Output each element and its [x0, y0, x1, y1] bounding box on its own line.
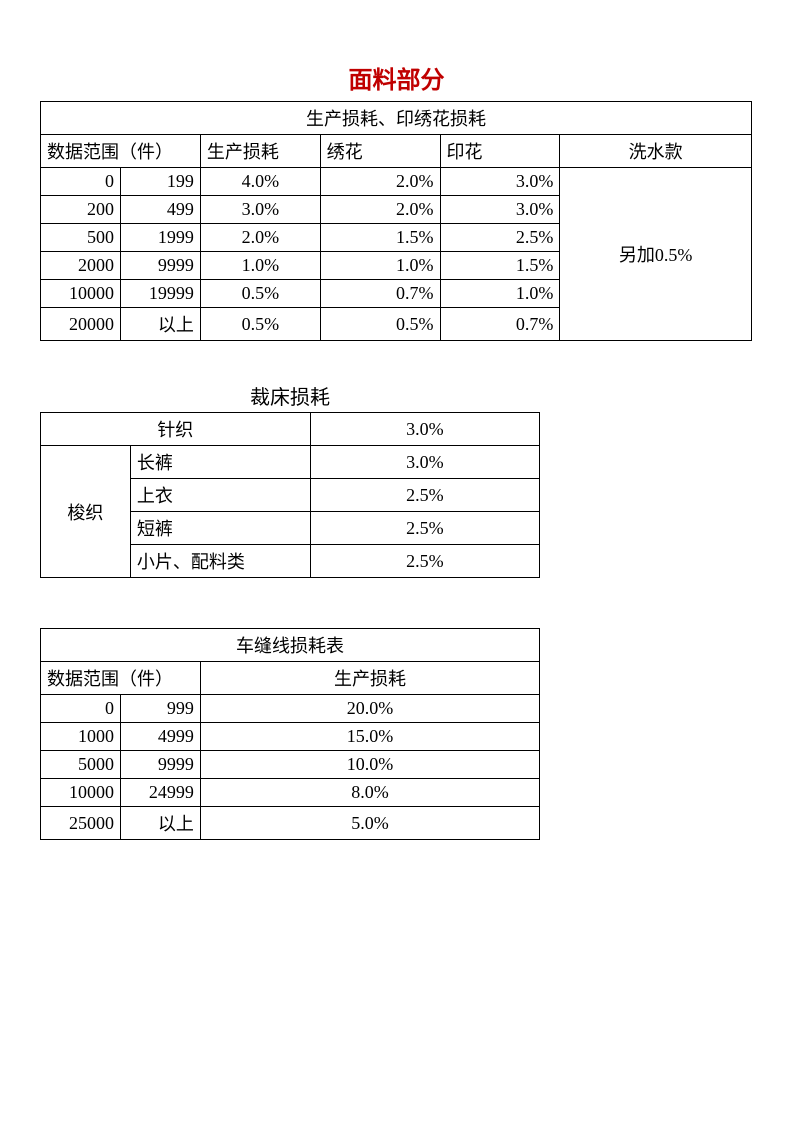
t3-cell: 0 [41, 695, 121, 723]
t3-cell: 4999 [120, 723, 200, 751]
t1-cell: 200 [41, 196, 121, 224]
t3-cell: 10.0% [200, 751, 539, 779]
t1-cell: 3.0% [440, 168, 560, 196]
t1-cell: 0.5% [320, 308, 440, 341]
t1-header-prod: 生产损耗 [200, 135, 320, 168]
t1-header-range: 数据范围（件） [41, 135, 201, 168]
t1-cell: 20000 [41, 308, 121, 341]
t3-cell: 24999 [120, 779, 200, 807]
t2-cell: 2.5% [310, 545, 539, 578]
t1-cell: 以上 [120, 308, 200, 341]
t1-cell: 4.0% [200, 168, 320, 196]
t2-knit-label: 针织 [41, 413, 311, 446]
t1-cell: 0.5% [200, 308, 320, 341]
t1-cell: 499 [120, 196, 200, 224]
table-row: 1000 4999 15.0% [41, 723, 540, 751]
t1-header-main: 生产损耗、印绣花损耗 [41, 102, 752, 135]
t3-cell: 25000 [41, 807, 121, 840]
t3-cell: 5.0% [200, 807, 539, 840]
t2-cell: 2.5% [310, 512, 539, 545]
t1-cell: 2.0% [200, 224, 320, 252]
t1-cell: 2000 [41, 252, 121, 280]
t3-cell: 8.0% [200, 779, 539, 807]
t1-cell: 1.5% [320, 224, 440, 252]
t3-header-main: 车缝线损耗表 [41, 629, 540, 662]
t3-cell: 以上 [120, 807, 200, 840]
t3-cell: 999 [120, 695, 200, 723]
table-row: 针织 3.0% [41, 413, 540, 446]
table-row: 5000 9999 10.0% [41, 751, 540, 779]
table-row: 25000 以上 5.0% [41, 807, 540, 840]
cutting-loss-table: 针织 3.0% 梭织 长裤 3.0% 上衣 2.5% 短裤 2.5% 小片、配料… [40, 412, 540, 578]
t3-cell: 9999 [120, 751, 200, 779]
t1-cell: 1999 [120, 224, 200, 252]
t1-cell: 10000 [41, 280, 121, 308]
t2-cell: 长裤 [130, 446, 310, 479]
t1-cell: 19999 [120, 280, 200, 308]
t1-cell: 1.0% [200, 252, 320, 280]
t1-cell: 0 [41, 168, 121, 196]
t1-cell: 3.0% [200, 196, 320, 224]
t1-cell: 9999 [120, 252, 200, 280]
t1-cell: 1.0% [320, 252, 440, 280]
t1-header-print: 印花 [440, 135, 560, 168]
t1-cell: 1.0% [440, 280, 560, 308]
table-row: 梭织 长裤 3.0% [41, 446, 540, 479]
t1-cell: 500 [41, 224, 121, 252]
table-row: 0 199 4.0% 2.0% 3.0% 另加0.5% [41, 168, 752, 196]
t3-cell: 5000 [41, 751, 121, 779]
page-title: 面料部分 [40, 60, 753, 95]
sewing-thread-loss-table: 车缝线损耗表 数据范围（件） 生产损耗 0 999 20.0% 1000 499… [40, 628, 540, 840]
t3-cell: 10000 [41, 779, 121, 807]
t3-cell: 1000 [41, 723, 121, 751]
t1-cell: 2.0% [320, 168, 440, 196]
t1-cell: 199 [120, 168, 200, 196]
t2-knit-val: 3.0% [310, 413, 539, 446]
t1-cell: 0.5% [200, 280, 320, 308]
t3-header-range: 数据范围（件） [41, 662, 201, 695]
production-loss-table: 生产损耗、印绣花损耗 数据范围（件） 生产损耗 绣花 印花 洗水款 0 199 … [40, 101, 752, 341]
t2-cell: 短裤 [130, 512, 310, 545]
t3-cell: 15.0% [200, 723, 539, 751]
t1-cell: 2.0% [320, 196, 440, 224]
t2-woven-label: 梭织 [41, 446, 131, 578]
t1-cell: 2.5% [440, 224, 560, 252]
t2-cell: 小片、配料类 [130, 545, 310, 578]
t1-cell: 3.0% [440, 196, 560, 224]
t3-header-prod: 生产损耗 [200, 662, 539, 695]
cutting-loss-title: 裁床损耗 [40, 381, 540, 410]
t2-cell: 上衣 [130, 479, 310, 512]
t1-cell: 1.5% [440, 252, 560, 280]
t3-cell: 20.0% [200, 695, 539, 723]
t1-header-emb: 绣花 [320, 135, 440, 168]
t2-cell: 2.5% [310, 479, 539, 512]
t1-note: 另加0.5% [560, 168, 752, 341]
table-row: 0 999 20.0% [41, 695, 540, 723]
t2-cell: 3.0% [310, 446, 539, 479]
table-row: 10000 24999 8.0% [41, 779, 540, 807]
t1-header-wash: 洗水款 [560, 135, 752, 168]
t1-cell: 0.7% [320, 280, 440, 308]
t1-cell: 0.7% [440, 308, 560, 341]
